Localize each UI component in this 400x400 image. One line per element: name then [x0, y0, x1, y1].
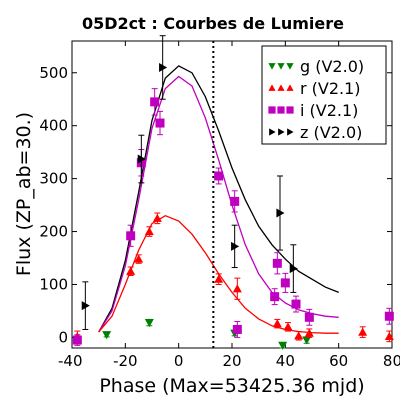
legend: g (V2.0) r (V2.1) i (V2.1) z (V2.0) — [261, 45, 387, 145]
data-point — [358, 327, 368, 336]
x-tick-label: 0 — [174, 352, 184, 370]
legend-label: g (V2.0) — [300, 57, 364, 76]
data-point — [291, 299, 301, 309]
legend-marker — [277, 106, 285, 114]
data-point — [150, 97, 160, 107]
data-point — [152, 213, 162, 222]
data-point — [304, 328, 314, 337]
x-tick-label: 80 — [383, 352, 400, 370]
x-tick-label: 40 — [276, 352, 295, 370]
data-point — [384, 311, 394, 321]
data-point — [272, 319, 282, 328]
data-point — [144, 227, 154, 236]
legend-marker — [277, 63, 285, 70]
legend-marker — [277, 84, 285, 91]
axis-ticks: -40 -20 0 20 40 60 80 0 100 200 300 400 500 — [39, 41, 400, 370]
data-point — [302, 336, 312, 345]
legend-marker — [286, 63, 294, 70]
legend-marker — [278, 128, 285, 136]
y-tick-label: 500 — [39, 64, 68, 82]
x-tick-label: 60 — [329, 352, 348, 370]
x-tick-label: -40 — [58, 352, 83, 370]
data-point — [384, 331, 394, 340]
legend-label: z (V2.0) — [300, 123, 362, 142]
data-point — [81, 301, 90, 311]
data-point — [214, 274, 224, 283]
data-point — [137, 154, 146, 164]
data-point — [283, 322, 293, 331]
legend-label: i (V2.1) — [300, 101, 358, 120]
data-point — [230, 196, 240, 206]
data-point — [144, 318, 154, 328]
legend-marker — [268, 106, 276, 114]
data-point — [232, 284, 242, 293]
legend-marker — [286, 106, 294, 114]
data-point — [155, 118, 165, 128]
data-point — [289, 264, 298, 274]
data-point — [214, 171, 224, 181]
fit-curve — [98, 75, 339, 333]
data-points — [72, 35, 394, 350]
y-tick-label: 0 — [58, 328, 68, 346]
data-point — [134, 254, 144, 263]
legend-marker — [268, 84, 276, 91]
data-point — [294, 331, 304, 340]
data-point — [102, 331, 112, 340]
data-point — [270, 292, 280, 302]
chart-title: 05D2ct : Courbes de Lumiere — [82, 14, 344, 33]
x-tick-label: -20 — [113, 352, 138, 370]
y-axis-label: Flux (ZP_ab=30.) — [13, 112, 35, 276]
legend-marker — [287, 128, 294, 136]
data-point — [272, 258, 282, 268]
data-point — [280, 278, 290, 288]
y-tick-label: 400 — [39, 117, 68, 135]
x-axis-label: Phase (Max=53425.36 mjd) — [99, 375, 364, 397]
legend-label: r (V2.1) — [300, 79, 361, 98]
data-point — [72, 335, 82, 345]
data-point — [126, 266, 136, 275]
data-point — [126, 231, 136, 241]
x-tick-label: 20 — [222, 352, 241, 370]
data-point — [276, 208, 285, 218]
y-tick-label: 100 — [39, 275, 68, 293]
legend-box — [261, 45, 387, 145]
data-point — [304, 312, 314, 322]
legend-marker — [268, 63, 276, 70]
data-point — [231, 241, 240, 251]
y-tick-label: 300 — [39, 170, 68, 188]
fit-curve — [98, 65, 339, 333]
y-tick-label: 200 — [39, 223, 68, 241]
data-point — [159, 62, 168, 72]
data-point — [278, 341, 288, 350]
legend-marker — [269, 128, 276, 136]
legend-marker — [286, 84, 294, 91]
data-point — [232, 324, 242, 334]
